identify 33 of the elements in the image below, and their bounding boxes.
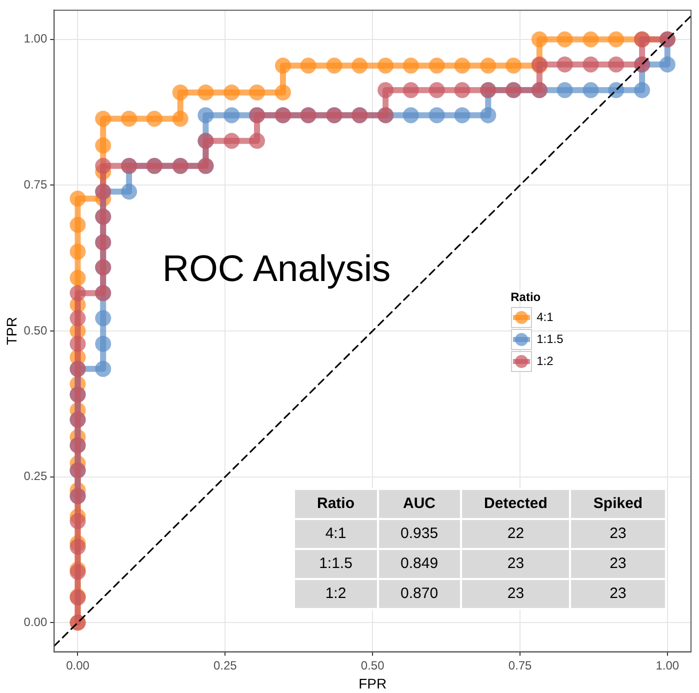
text: ROC Analysis <box>162 248 391 290</box>
annotation: Ratio <box>294 488 378 519</box>
annotation: 4:1 <box>294 518 378 549</box>
x-tick-label: 0.75 <box>508 658 532 672</box>
y-tick-label: 0.25 <box>24 469 48 484</box>
legend-label: 1:2 <box>536 354 554 368</box>
annotation: 1:1.5 <box>294 548 378 579</box>
annotation: 23 <box>570 578 666 609</box>
annotation: 23 <box>461 578 570 609</box>
y-tick-label: 0.00 <box>24 614 48 629</box>
legend-label: 4:1 <box>536 310 554 324</box>
x-axis-title: FPR <box>358 675 387 692</box>
x-tick-label: 0.00 <box>66 658 90 672</box>
y-tick-label: 1.00 <box>24 32 48 46</box>
annotation: 0.849 <box>378 548 462 579</box>
annotation: 23 <box>461 548 570 579</box>
x-tick-label: 0.50 <box>360 658 385 672</box>
y-tick-label: 0.50 <box>24 323 48 338</box>
legend-title: Ratio <box>510 290 542 304</box>
annotation: 1:2 <box>294 578 378 609</box>
annotation: AUC <box>378 488 462 519</box>
x-tick-label: 1.00 <box>656 658 680 672</box>
annotation: Detected <box>461 488 570 519</box>
annotation: 22 <box>461 518 570 549</box>
annotation: 23 <box>570 548 666 579</box>
annotation: 23 <box>570 518 666 549</box>
annotation: 0.935 <box>378 518 462 549</box>
y-axis-title: TPR <box>3 317 20 345</box>
y-tick-label: 0.75 <box>24 177 48 192</box>
x-tick-label: 0.25 <box>213 658 238 672</box>
annotation: Spiked <box>570 488 666 519</box>
annotation: 0.870 <box>378 578 462 609</box>
legend-label: 1:1.5 <box>536 332 564 346</box>
